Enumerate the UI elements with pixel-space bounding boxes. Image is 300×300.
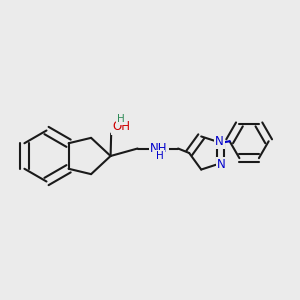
- Text: H: H: [156, 151, 164, 161]
- Text: N: N: [217, 158, 226, 171]
- Text: N: N: [215, 135, 224, 148]
- Text: NH: NH: [150, 142, 167, 155]
- Text: H: H: [117, 114, 125, 124]
- Text: OH: OH: [112, 120, 130, 134]
